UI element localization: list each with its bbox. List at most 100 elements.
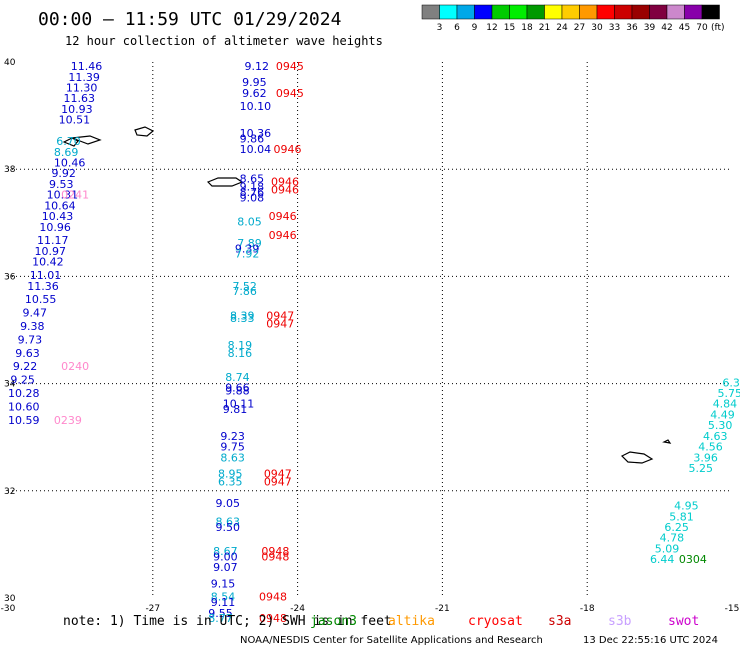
- x-tick-label: -24: [290, 604, 305, 614]
- legend-label: 45: [679, 23, 690, 33]
- swh-data-label: 8.33: [230, 312, 255, 325]
- legend-label: 27: [574, 23, 585, 33]
- legend-label: 39: [644, 23, 656, 33]
- satellite-legend-item: altika: [388, 614, 435, 629]
- swh-data-label: 9.15: [211, 577, 236, 590]
- satellite-legend-item: jason3: [310, 614, 357, 629]
- legend-swatch: [491, 4, 510, 20]
- swh-data-label: 8.77: [208, 612, 233, 625]
- legend-swatch: [666, 4, 685, 20]
- legend-label: 70: [696, 23, 708, 33]
- swh-data-label: 6.44: [650, 553, 675, 566]
- swh-data-label: 0240: [61, 360, 89, 373]
- swh-data-label: 0947: [266, 309, 294, 322]
- footer-timestamp: 13 Dec 22:55:16 UTC 2024: [583, 635, 718, 646]
- legend-swatch: [439, 4, 458, 20]
- swh-data-label: 8.05: [237, 215, 262, 228]
- swh-data-label: 8.65: [240, 173, 265, 186]
- swh-data-label: 0947: [266, 317, 294, 330]
- legend-swatch: [509, 4, 528, 20]
- swh-data-label: 4.56: [698, 441, 723, 454]
- swh-data-label: 9.38: [20, 320, 45, 333]
- legend-swatch: [544, 4, 563, 20]
- swh-data-label: 11.63: [64, 92, 96, 105]
- swh-data-label: 9.73: [18, 333, 43, 346]
- swh-data-label: 5.09: [655, 542, 680, 555]
- swh-data-label: 11.39: [68, 71, 100, 84]
- x-tick-label: -18: [580, 604, 595, 614]
- legend-label: 30: [591, 23, 603, 33]
- swh-data-label: 9.62: [242, 87, 266, 100]
- swh-data-label: 9.08: [240, 191, 265, 204]
- x-tick-label: -21: [435, 604, 450, 614]
- swh-data-label: 10.04: [240, 143, 272, 156]
- swh-data-label: 10.42: [32, 256, 64, 269]
- swh-data-label: 9.47: [22, 307, 47, 320]
- swh-data-label: 11.17: [37, 234, 69, 247]
- swh-data-label: 9.66: [225, 382, 250, 395]
- swh-data-label: 0948: [259, 612, 287, 625]
- swh-data-label: 9.05: [216, 497, 241, 510]
- swh-data-label: 5.75: [718, 387, 740, 400]
- swh-data-label: 9.11: [211, 596, 236, 609]
- swh-data-label: 8.74: [225, 371, 250, 384]
- y-tick-label: 38: [4, 165, 16, 175]
- swh-data-label: 8.67: [213, 545, 238, 558]
- swh-data-label: 8.76: [240, 186, 265, 199]
- satellite-legend-item: swot: [668, 614, 699, 629]
- swh-data-label: 5.30: [708, 419, 733, 432]
- swh-data-label: 8.54: [211, 591, 236, 604]
- swh-data-label: 8.69: [54, 146, 79, 159]
- swh-data-label: 11.30: [66, 81, 98, 94]
- swh-data-label: 9.75: [220, 441, 245, 454]
- swh-data-label: 6.35: [218, 475, 243, 488]
- legend-label: 42: [661, 23, 672, 33]
- legend-label: 9: [472, 23, 478, 33]
- y-tick-label: 32: [4, 487, 15, 497]
- legend-swatch: [579, 4, 598, 20]
- island-outline: [206, 177, 244, 187]
- satellite-legend-item: cryosat: [468, 614, 523, 629]
- swh-data-label: 7.92: [235, 248, 260, 261]
- legend-label: 33: [609, 23, 620, 33]
- legend-label: 6: [454, 23, 460, 33]
- swh-data-label: 10.60: [8, 400, 40, 413]
- swh-data-label: 5.81: [669, 510, 694, 523]
- x-tick-label: -30: [1, 604, 16, 614]
- swh-data-label: 4.95: [674, 500, 699, 513]
- x-tick-label: -15: [725, 604, 740, 614]
- legend-swatch: [649, 4, 668, 20]
- swh-data-label: 10.11: [223, 398, 255, 411]
- legend-swatch: [561, 4, 580, 20]
- swh-data-label: 10.97: [35, 245, 66, 258]
- swh-data-label: 3.96: [693, 451, 718, 464]
- legend-swatch: [421, 4, 440, 20]
- swh-data-label: 10.96: [39, 221, 71, 234]
- swh-data-label: 5.25: [689, 462, 714, 475]
- swh-data-label: 10.28: [8, 387, 40, 400]
- legend-label: 21: [539, 23, 550, 33]
- swh-data-label: 7.86: [232, 285, 257, 298]
- swh-data-label: 0946: [273, 143, 301, 156]
- swh-data-label: 9.53: [49, 178, 74, 191]
- swh-data-label: 8.16: [228, 347, 253, 360]
- swh-data-label: 4.49: [710, 408, 735, 421]
- swh-data-label: 9.07: [213, 561, 238, 574]
- swh-data-label: 11.36: [27, 280, 59, 293]
- swh-data-label: 9.95: [242, 76, 266, 89]
- swh-data-label: 0947: [264, 467, 292, 480]
- legend-swatch: [474, 4, 493, 20]
- swh-data-label: 9.18: [240, 181, 265, 194]
- swh-data-label: 10.36: [240, 127, 272, 140]
- swh-data-label: 9.92: [51, 167, 76, 180]
- footer-note: note: 1) Time is in UTC; 2) SWH is in fe…: [63, 614, 392, 629]
- swh-data-label: 8.39: [230, 309, 255, 322]
- island-outline: [71, 135, 102, 145]
- swh-data-label: 10.93: [61, 103, 93, 116]
- swh-data-label: 0946: [271, 183, 299, 196]
- swh-data-label: 9.39: [235, 242, 260, 255]
- island-outline: [134, 126, 155, 137]
- swh-data-label: 0945: [276, 87, 304, 100]
- swh-data-label: 0948: [259, 591, 287, 604]
